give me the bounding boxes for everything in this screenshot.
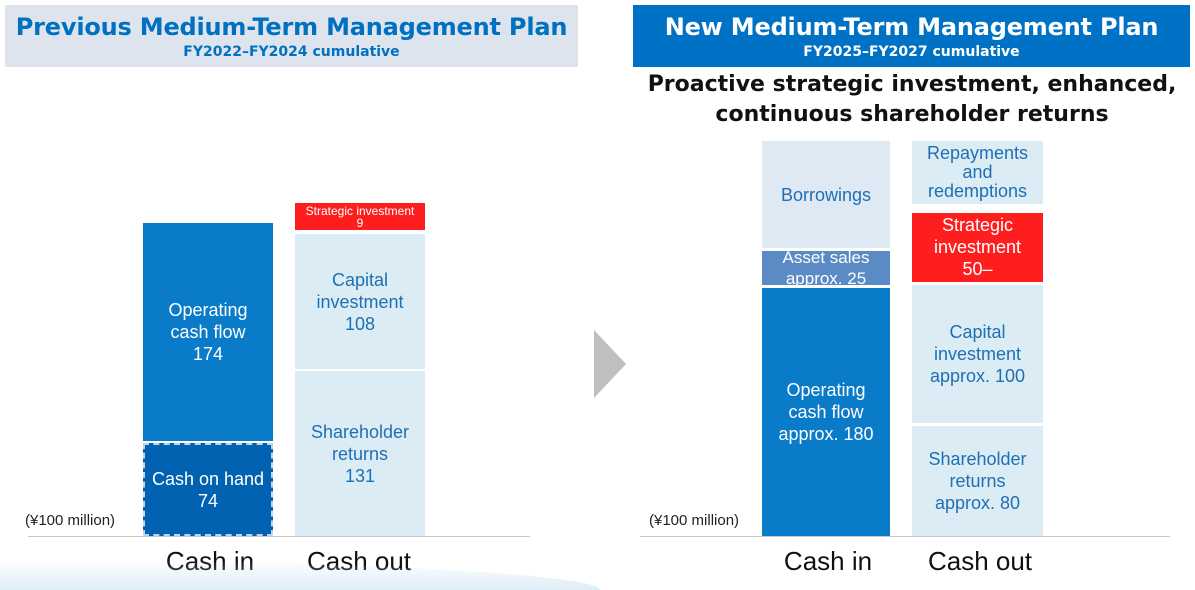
chevron-right-icon (594, 330, 626, 398)
new-unit-label: (¥100 million) (649, 512, 740, 529)
decorative-swoosh (0, 560, 600, 590)
new-cash-out-label: Cash out (927, 546, 1033, 576)
previous-cash-in-operating-cash-flow-bar: Operating cash flow 174 (143, 222, 273, 442)
new-cash-in-asset-sales-bar: Asset sales approx. 25 (762, 248, 890, 288)
previous-unit-label: (¥100 million) (25, 512, 116, 529)
previous-baseline (28, 536, 530, 537)
previous-cash-in-cash-on-hand-bar: Cash on hand 74 (143, 443, 273, 536)
new-cash-out-strategic-investment-bar: Strategic investment 50– (912, 213, 1043, 282)
previous-cash-out-strategic-investment-bar: Strategic investment 9 (295, 203, 425, 230)
new-cash-in-operating-cash-flow-bar: Operating cash flow approx. 180 (762, 287, 890, 536)
new-cash-out-shareholder-returns-bar: Shareholder returns approx. 80 (912, 425, 1043, 536)
previous-plan-title: Previous Medium-Term Management Plan (15, 13, 568, 41)
previous-cash-out-shareholder-returns-bar: Shareholder returns 131 (295, 371, 425, 536)
new-baseline (640, 536, 1170, 537)
new-plan-title: New Medium-Term Management Plan (664, 13, 1159, 41)
new-cash-in-borrowings-bar: Borrowings (762, 141, 890, 248)
new-cash-in-label: Cash in (783, 546, 873, 576)
new-plan-tagline: Proactive strategic investment, enhanced… (647, 72, 1177, 127)
previous-plan-subtitle: FY2022–FY2024 cumulative (183, 44, 400, 60)
new-cash-out-capital-investment-bar: Capital investment approx. 100 (912, 284, 1043, 423)
new-plan-header: New Medium-Term Management Plan FY2025–F… (633, 5, 1190, 67)
previous-plan-header: Previous Medium-Term Management Plan FY2… (5, 5, 578, 67)
new-plan-subtitle: FY2025–FY2027 cumulative (803, 44, 1020, 60)
previous-cash-out-capital-investment-bar: Capital investment 108 (295, 233, 425, 370)
new-cash-out-repayments-and-redemptions-bar: Repayments and redemptions (912, 141, 1043, 204)
